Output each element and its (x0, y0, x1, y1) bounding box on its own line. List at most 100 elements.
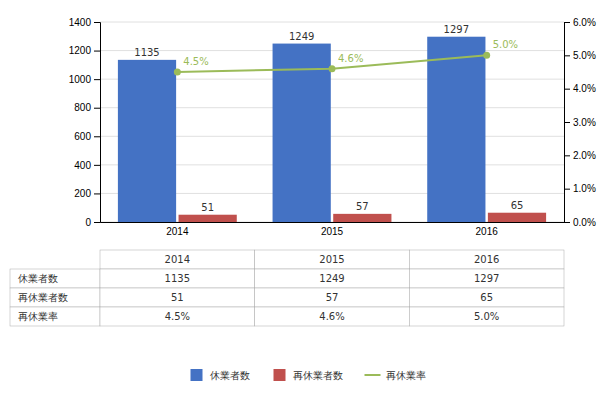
tick-mark (564, 22, 570, 23)
grid (100, 22, 564, 222)
data-label: 4.6% (338, 53, 363, 64)
legend-swatch (191, 369, 203, 381)
legend-label: 再休業率 (386, 370, 426, 381)
tick-label: 2015 (321, 226, 344, 237)
tick: 2016 (476, 222, 499, 237)
table-cell (10, 307, 100, 326)
tick-mark (94, 22, 100, 23)
tick: 200 (74, 188, 100, 199)
legend-swatch (274, 369, 286, 381)
legend-swatch (365, 374, 381, 376)
data-label: 65 (511, 200, 524, 211)
table-cell (100, 269, 255, 288)
table-cell (10, 288, 100, 307)
legend-item: 再休業者数 (274, 369, 343, 381)
data-label: 51 (201, 202, 214, 213)
tick: 600 (74, 131, 100, 142)
grid-line (100, 22, 564, 23)
x-axis: 2014 2015 2016 (101, 222, 565, 237)
tick-label: 2014 (166, 226, 189, 237)
bar (333, 214, 391, 222)
tick-label: 200 (74, 188, 91, 199)
tick: 400 (74, 160, 100, 171)
tick-mark (564, 189, 570, 190)
axis-line (101, 222, 565, 223)
table-cell (100, 288, 255, 307)
tick-label: 2016 (476, 226, 499, 237)
data-label: 1135 (134, 47, 159, 58)
data-label: 4.5% (183, 56, 208, 67)
bar (488, 213, 546, 222)
legend-item: 再休業率 (365, 370, 426, 381)
tick: 6.0% (564, 17, 596, 28)
tick: 2.0% (564, 150, 596, 161)
tick-mark (94, 108, 100, 109)
legend-label: 休業者数 (210, 370, 250, 381)
tick-mark (564, 222, 570, 223)
tick: 1.0% (564, 183, 596, 194)
tick-label: 800 (74, 102, 91, 113)
data-label: 1297 (444, 24, 469, 35)
table-row-label: 再休業率 (18, 311, 58, 322)
tick-label: 3.0% (573, 117, 596, 128)
tick-label: 6.0% (573, 17, 596, 28)
table-value: 5.0% (474, 311, 499, 322)
axis-line (565, 23, 571, 223)
tick-mark (94, 165, 100, 166)
tick-mark (564, 155, 570, 156)
table-value: 1135 (165, 273, 190, 284)
data-label: 1249 (289, 31, 314, 42)
tick-label: 1200 (69, 45, 92, 56)
table-cell (409, 250, 564, 269)
tick-label: 600 (74, 131, 91, 142)
data-label: 5.0% (493, 39, 518, 50)
tick: 2015 (321, 222, 344, 237)
tick: 5.0% (564, 50, 596, 61)
tick-mark (94, 79, 100, 80)
table-cell (100, 307, 255, 326)
table-value: 1249 (319, 273, 344, 284)
table-value: 1297 (474, 273, 499, 284)
marker (174, 69, 181, 76)
table-row-label: 休業者数 (18, 273, 58, 284)
tick-label: 2.0% (573, 150, 596, 161)
y2-axis: 0.0% 1.0% 2.0% 3.0% 4.0% 5.0% 6.0% (564, 17, 596, 228)
tick-mark (94, 51, 100, 52)
table-cell (409, 288, 564, 307)
bar (179, 215, 237, 222)
tick: 2014 (166, 222, 189, 237)
table-value: 51 (171, 292, 184, 303)
legend-label: 再休業者数 (293, 370, 343, 381)
table-value: 57 (326, 292, 339, 303)
tick-mark (94, 136, 100, 137)
tick-mark (94, 193, 100, 194)
tick: 3.0% (564, 117, 596, 128)
tick: 4.0% (564, 83, 596, 94)
table-cell (255, 269, 410, 288)
marker (483, 52, 490, 59)
bar (118, 60, 176, 222)
table-value: 4.6% (319, 311, 344, 322)
data-label: 57 (356, 201, 369, 212)
legend: 休業者数 再休業者数 再休業率 (191, 369, 426, 381)
table-row-label: 再休業者数 (18, 292, 68, 303)
table-value: 4.5% (165, 311, 190, 322)
chart: 02004006008001000120014000.0%1.0%2.0%3.0… (0, 0, 614, 395)
tick-label: 4.0% (573, 83, 596, 94)
data-table: 201420152016休業者数113512491297再休業者数515765再… (10, 250, 564, 326)
table-cell (10, 269, 100, 288)
table-cell (255, 288, 410, 307)
tick: 0 (85, 217, 100, 228)
tick: 0.0% (564, 217, 596, 228)
table-cell (409, 307, 564, 326)
tick-label: 0 (85, 217, 91, 228)
legend-item: 休業者数 (191, 369, 250, 381)
table-cell (409, 269, 564, 288)
bar (427, 37, 485, 222)
tick-label: 400 (74, 160, 91, 171)
tick: 1200 (69, 45, 100, 56)
table-header: 2016 (474, 254, 499, 265)
tick-label: 1000 (69, 74, 92, 85)
tick-mark (564, 55, 570, 56)
table-header: 2015 (319, 254, 344, 265)
